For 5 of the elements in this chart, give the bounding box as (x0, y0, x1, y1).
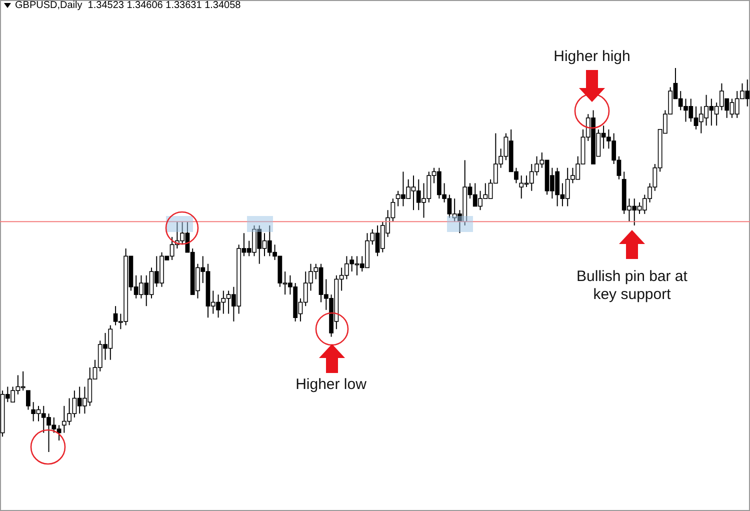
text: Higher high (552, 48, 632, 66)
chart-title: GBPUSD,Daily 1.34523 1.34606 1.33631 1.34058 (15, 0, 241, 11)
annotation: Bullish pin bar at key support (576, 268, 688, 304)
annotation: Higher low (294, 376, 368, 394)
candlestick (26, 390, 30, 410)
